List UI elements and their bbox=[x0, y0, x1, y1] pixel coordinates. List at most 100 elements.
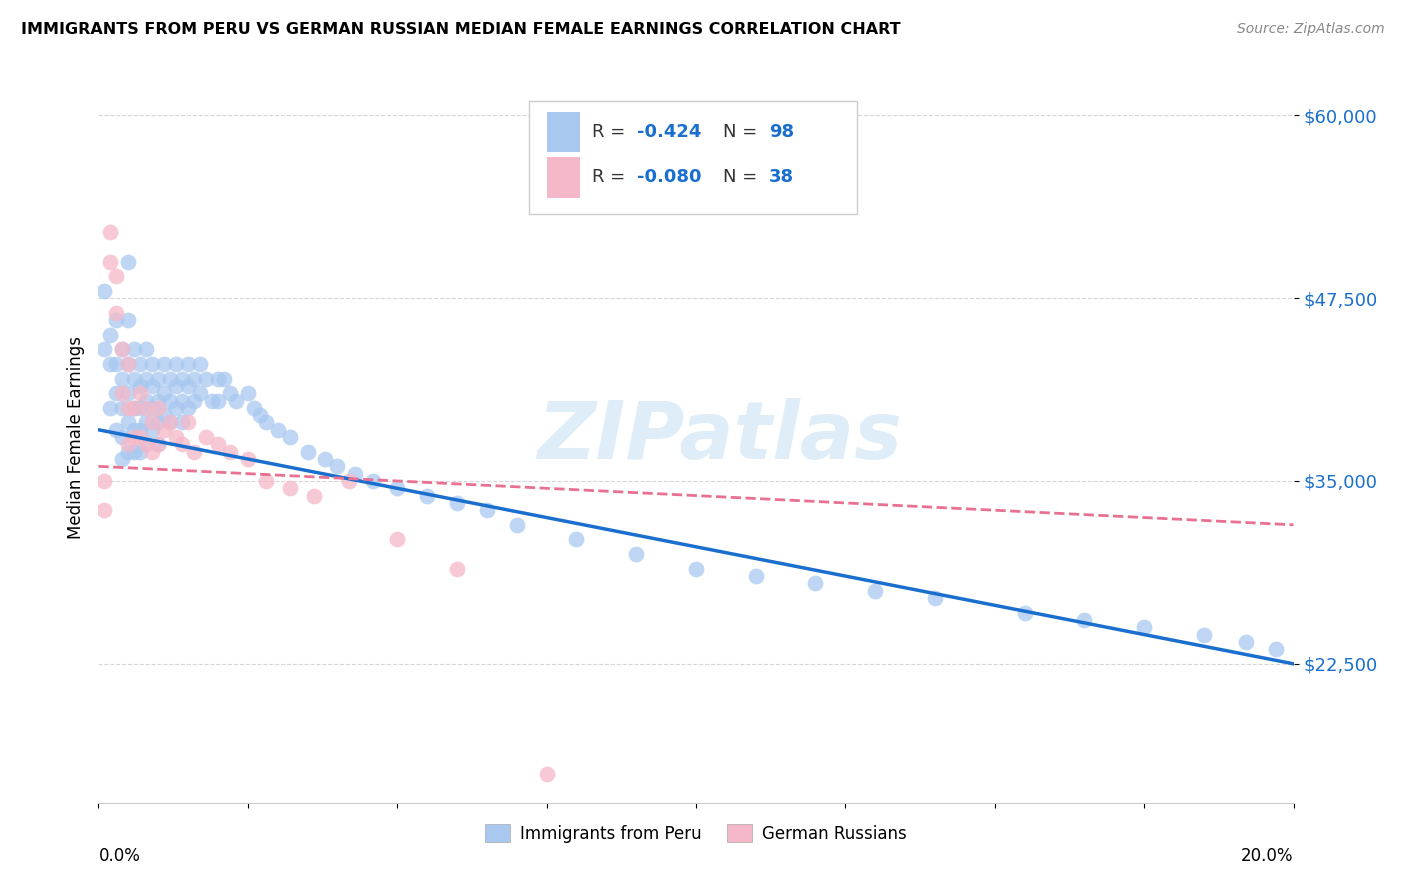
Point bbox=[165, 401, 187, 415]
Point bbox=[236, 386, 259, 401]
Point bbox=[165, 357, 187, 371]
Point bbox=[124, 371, 146, 385]
Text: 98: 98 bbox=[769, 123, 794, 141]
Text: 20.0%: 20.0% bbox=[1241, 847, 1294, 864]
Point bbox=[111, 430, 134, 444]
Point bbox=[446, 562, 468, 576]
Point bbox=[98, 401, 122, 415]
Point bbox=[98, 327, 122, 342]
Point bbox=[129, 430, 152, 444]
Point bbox=[148, 416, 170, 430]
Point bbox=[159, 416, 181, 430]
Point bbox=[93, 474, 115, 488]
Point bbox=[129, 401, 152, 415]
Bar bbox=[547, 112, 581, 153]
Point bbox=[135, 416, 157, 430]
Point bbox=[153, 423, 176, 437]
Point bbox=[98, 254, 122, 268]
Point bbox=[117, 254, 139, 268]
Point bbox=[148, 401, 170, 415]
Point bbox=[172, 437, 194, 451]
Point bbox=[148, 371, 170, 385]
Point bbox=[105, 357, 128, 371]
Point bbox=[153, 386, 176, 401]
Point bbox=[141, 379, 163, 393]
Point bbox=[141, 401, 163, 415]
Point bbox=[148, 393, 170, 408]
Point bbox=[105, 313, 128, 327]
Point bbox=[98, 357, 122, 371]
Point bbox=[153, 357, 176, 371]
Point bbox=[172, 416, 194, 430]
Point bbox=[153, 408, 176, 422]
Point bbox=[745, 569, 768, 583]
Point bbox=[129, 386, 152, 401]
Point bbox=[344, 467, 367, 481]
Point bbox=[141, 416, 163, 430]
Point bbox=[111, 401, 134, 415]
Point bbox=[416, 489, 439, 503]
Point bbox=[93, 343, 115, 357]
Point bbox=[135, 437, 157, 451]
Point bbox=[172, 393, 194, 408]
Y-axis label: Median Female Earnings: Median Female Earnings bbox=[66, 335, 84, 539]
Text: R =: R = bbox=[592, 123, 631, 141]
Point bbox=[536, 766, 558, 780]
Text: R =: R = bbox=[592, 169, 631, 186]
Point bbox=[177, 416, 200, 430]
Point bbox=[111, 343, 134, 357]
Point bbox=[297, 444, 319, 458]
Point bbox=[626, 547, 648, 561]
Point bbox=[105, 269, 128, 284]
Point bbox=[924, 591, 946, 605]
Point bbox=[177, 379, 200, 393]
Point bbox=[475, 503, 498, 517]
Point bbox=[135, 401, 157, 415]
Point bbox=[207, 437, 229, 451]
Point bbox=[236, 452, 259, 467]
Point bbox=[207, 393, 229, 408]
Point bbox=[135, 371, 157, 385]
Point bbox=[278, 430, 301, 444]
Text: ZIPatlas: ZIPatlas bbox=[537, 398, 903, 476]
Point bbox=[117, 357, 139, 371]
Bar bbox=[547, 157, 581, 197]
Point bbox=[111, 452, 134, 467]
Point bbox=[565, 533, 588, 547]
Point bbox=[804, 576, 827, 591]
Point bbox=[1192, 627, 1215, 641]
Point bbox=[124, 444, 146, 458]
Point bbox=[129, 423, 152, 437]
Point bbox=[111, 386, 134, 401]
Point bbox=[177, 401, 200, 415]
Point bbox=[339, 474, 361, 488]
Point bbox=[111, 371, 134, 385]
Point bbox=[385, 481, 409, 495]
Point bbox=[183, 444, 205, 458]
Point bbox=[254, 416, 277, 430]
Point bbox=[1133, 620, 1156, 634]
Point bbox=[195, 430, 218, 444]
Point bbox=[685, 562, 707, 576]
Point bbox=[188, 386, 211, 401]
Point bbox=[201, 393, 224, 408]
Point bbox=[363, 474, 385, 488]
Text: 0.0%: 0.0% bbox=[98, 847, 141, 864]
Point bbox=[124, 430, 146, 444]
Point bbox=[1073, 613, 1095, 627]
Point bbox=[117, 313, 139, 327]
Point bbox=[243, 401, 266, 415]
Point bbox=[105, 306, 128, 320]
Point bbox=[249, 408, 271, 422]
Point bbox=[117, 357, 139, 371]
Point bbox=[93, 503, 115, 517]
Point bbox=[302, 489, 325, 503]
Point bbox=[98, 225, 122, 239]
Text: N =: N = bbox=[724, 123, 763, 141]
Point bbox=[117, 401, 139, 415]
Text: Source: ZipAtlas.com: Source: ZipAtlas.com bbox=[1237, 22, 1385, 37]
Legend: Immigrants from Peru, German Russians: Immigrants from Peru, German Russians bbox=[478, 818, 914, 849]
Point bbox=[865, 583, 887, 598]
Point bbox=[188, 357, 211, 371]
Point bbox=[124, 401, 146, 415]
